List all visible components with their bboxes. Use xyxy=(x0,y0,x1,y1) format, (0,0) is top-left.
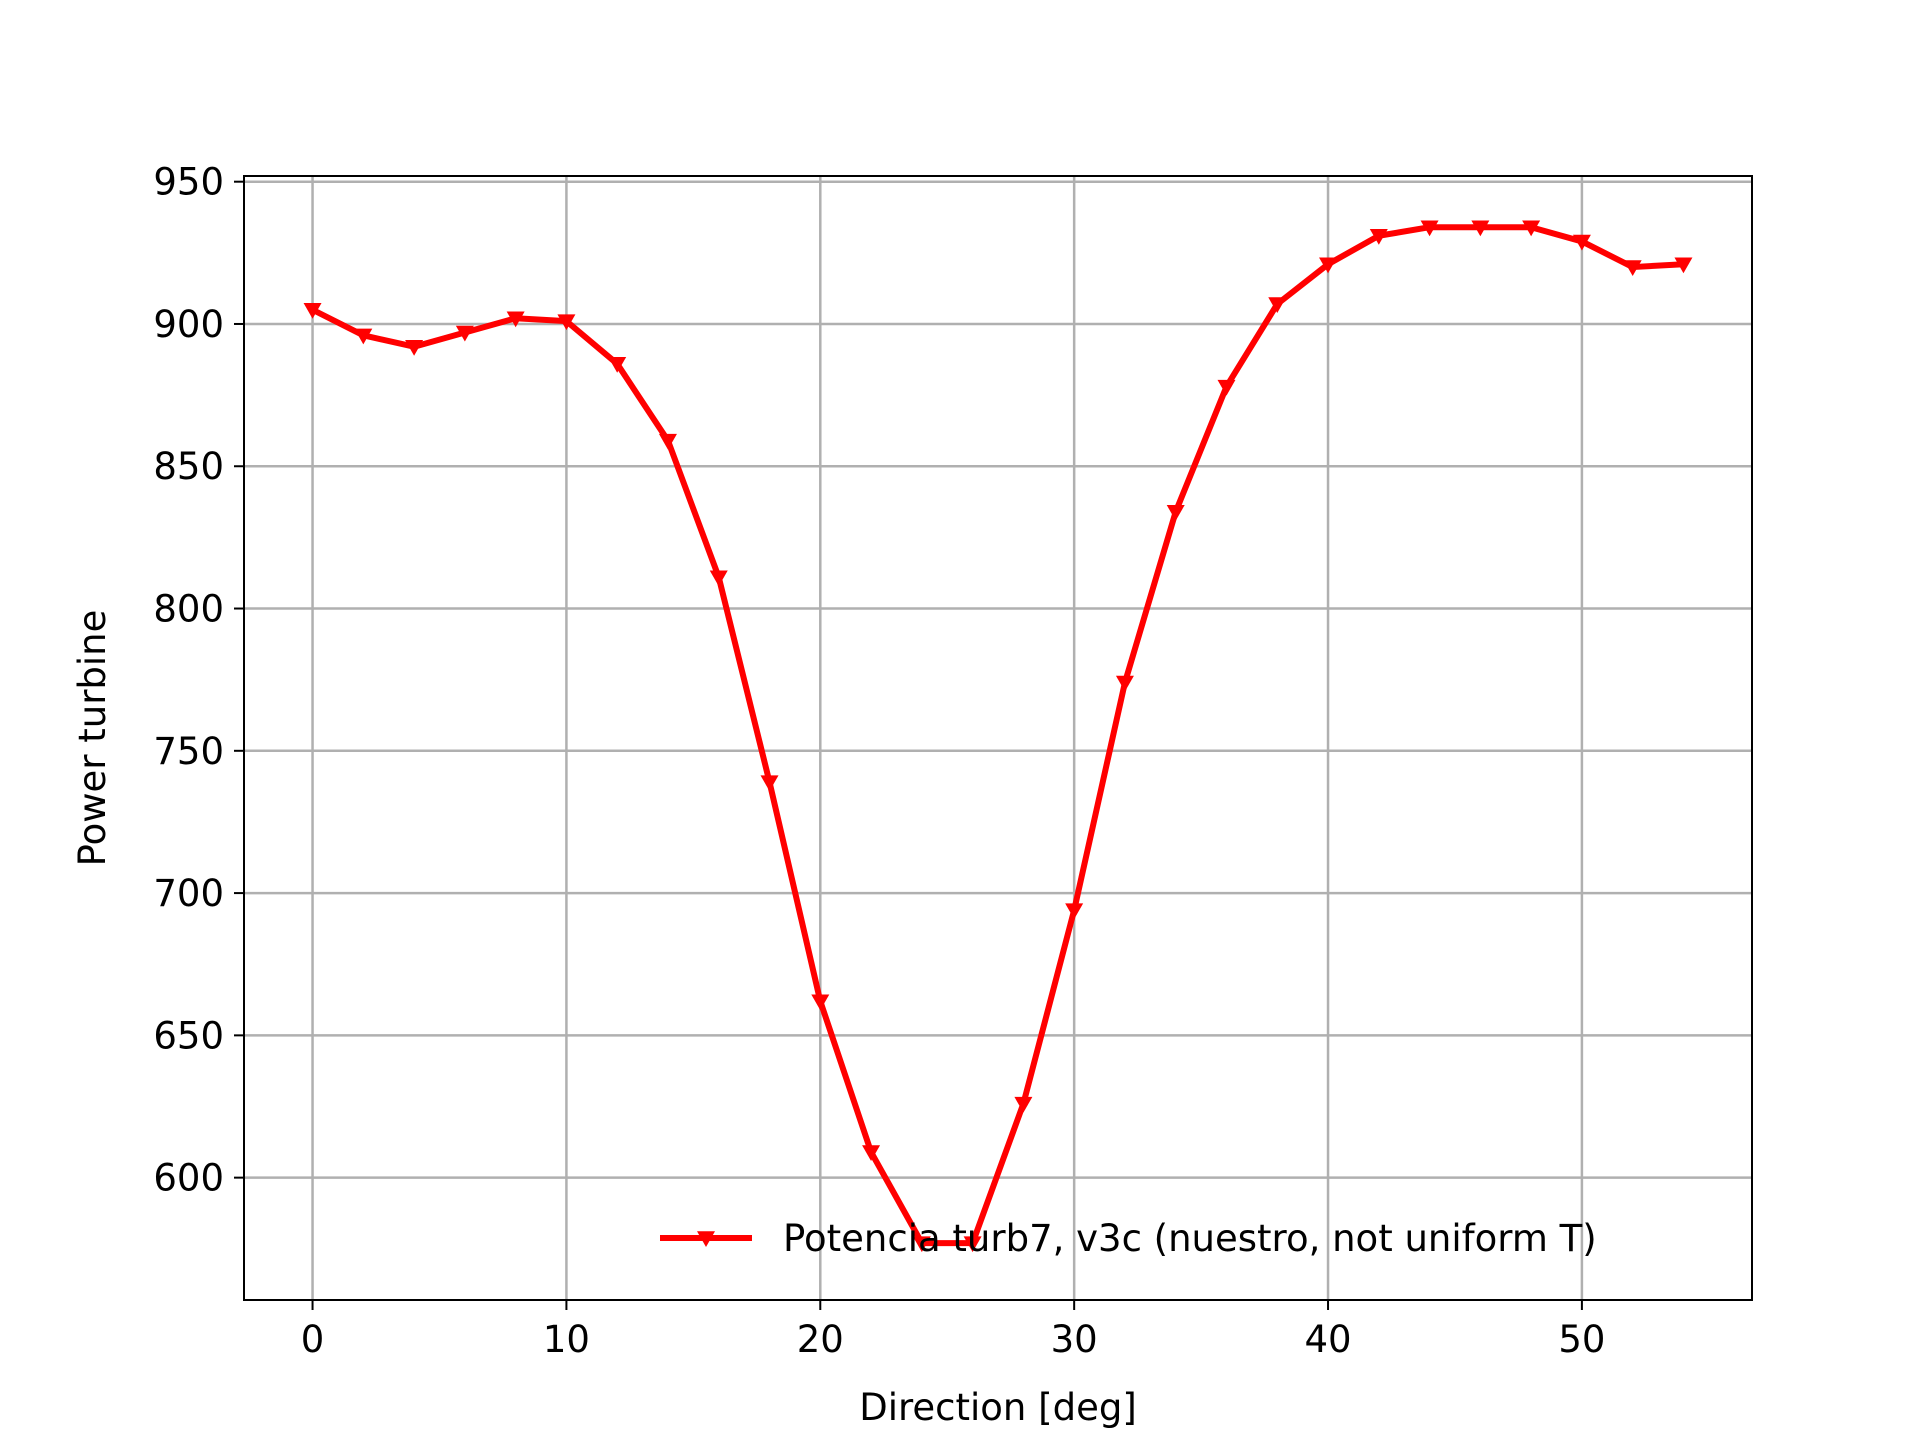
data-point xyxy=(963,1236,982,1253)
data-point xyxy=(1014,1096,1033,1113)
x-tick-label: 0 xyxy=(301,1318,325,1361)
data-point xyxy=(1369,229,1388,245)
axis-ticks: 0 10 20 30 40 50 600 650 700 750 800 850 900 950 xyxy=(153,161,1605,1361)
data-point xyxy=(862,1145,881,1162)
data-point xyxy=(506,311,525,328)
y-tick-label: 700 xyxy=(153,872,224,915)
data-point xyxy=(1674,257,1693,274)
data-point xyxy=(1572,234,1591,251)
series-line xyxy=(311,224,1684,1247)
data-point xyxy=(303,302,322,319)
data-point xyxy=(811,994,830,1011)
data-point xyxy=(455,325,474,342)
x-tick-label: 10 xyxy=(543,1318,590,1361)
data-point xyxy=(1166,505,1185,521)
data-point xyxy=(1065,903,1084,920)
x-tick-label: 40 xyxy=(1304,1318,1351,1361)
y-axis-label: Power turbine xyxy=(71,610,114,867)
data-point xyxy=(760,775,779,792)
data-point xyxy=(709,570,728,587)
x-tick-label: 30 xyxy=(1051,1318,1098,1361)
x-tick-label: 20 xyxy=(797,1318,844,1361)
x-axis-label: Direction [deg] xyxy=(859,1386,1137,1429)
data-point xyxy=(658,433,677,450)
y-tick-label: 950 xyxy=(153,161,224,204)
data-point xyxy=(1522,220,1541,237)
data-point xyxy=(1623,260,1642,277)
data-point xyxy=(912,1236,931,1253)
data-point xyxy=(608,357,627,373)
y-tick-label: 850 xyxy=(153,445,224,488)
y-tick-label: 800 xyxy=(153,588,224,631)
y-tick-label: 650 xyxy=(153,1014,224,1057)
data-point xyxy=(1115,675,1134,692)
data-point xyxy=(557,314,576,331)
legend-marker xyxy=(697,1231,715,1247)
data-point xyxy=(405,339,424,356)
y-tick-label: 750 xyxy=(153,730,224,773)
data-point xyxy=(354,328,373,345)
y-tick-label: 900 xyxy=(153,303,224,346)
data-point xyxy=(1471,220,1490,237)
data-point xyxy=(1217,379,1236,396)
data-point xyxy=(1268,297,1287,314)
legend: Potencia turb7, v3c (nuestro, not unifor… xyxy=(660,1217,1597,1260)
x-tick-label: 50 xyxy=(1558,1318,1605,1361)
legend-label: Potencia turb7, v3c (nuestro, not unifor… xyxy=(783,1217,1597,1260)
data-point xyxy=(1420,220,1439,237)
grid-lines xyxy=(244,176,1752,1300)
data-point xyxy=(1319,257,1338,274)
y-tick-label: 600 xyxy=(153,1157,224,1200)
plot-frame xyxy=(243,175,1753,1301)
series-group xyxy=(303,220,1693,1253)
